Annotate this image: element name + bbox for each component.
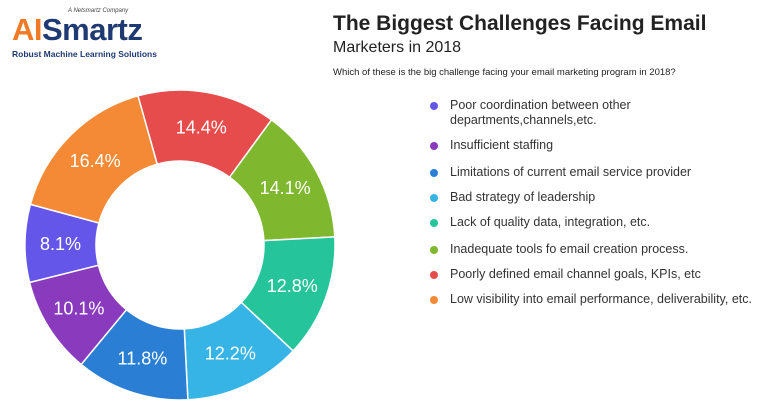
legend-item: Inadequate tools fo email creation proce…	[430, 242, 760, 257]
legend-color-dot	[430, 102, 438, 110]
legend-color-dot	[430, 219, 438, 227]
legend-item: Bad strategy of leadership	[430, 190, 760, 205]
legend-item: Poor coordination between other departme…	[430, 98, 760, 128]
legend-item: Insufficient staffing	[430, 138, 760, 153]
legend-label: Lack of quality data, integration, etc.	[450, 215, 651, 229]
legend-color-dot	[430, 169, 438, 177]
legend-label: Limitations of current email service pro…	[450, 165, 692, 179]
chart-title-line-2: Marketers in 2018	[333, 39, 462, 56]
legend-item: Limitations of current email service pro…	[430, 165, 760, 180]
company-logo: A Netsmartz Company AISmartz Robust Mach…	[10, 6, 160, 62]
slice-value-label: 12.8%	[267, 276, 318, 296]
legend-color-dot	[430, 246, 438, 254]
legend-label: Poorly defined email channel goals, KPIs…	[450, 267, 701, 281]
legend-label: Bad strategy of leadership	[450, 190, 596, 204]
legend-label: Poor coordination between other departme…	[450, 98, 631, 127]
donut-labels: 8.1% 16.4% 14.4% 14.1% 12.8% 12.2% 11.8% 10.1%	[40, 117, 318, 368]
logo-brand-ai: AI	[12, 12, 43, 47]
logo-brand-rest: Smartz	[42, 12, 143, 47]
logo-brand: AISmartz	[12, 12, 143, 48]
slice-value-label: 11.8%	[118, 348, 168, 368]
legend-item: Low visibility into email performance, d…	[430, 292, 760, 307]
legend-label: Inadequate tools fo email creation proce…	[450, 242, 689, 256]
chart-title-line-1: The Biggest Challenges Facing Email	[333, 12, 707, 35]
chart-subtitle: Which of these is the big challenge faci…	[333, 67, 676, 78]
legend-label: Low visibility into email performance, d…	[450, 292, 752, 306]
chart-legend: Poor coordination between other departme…	[430, 98, 760, 307]
slice-value-label: 14.4%	[176, 117, 227, 137]
legend-item: Lack of quality data, integration, etc.	[430, 215, 760, 230]
slice-value-label: 8.1%	[40, 234, 81, 254]
slice-value-label: 14.1%	[260, 178, 311, 198]
slice-value-label: 10.1%	[53, 299, 104, 319]
slice-value-label: 12.2%	[205, 343, 256, 363]
legend-color-dot	[430, 142, 438, 150]
slice-value-label: 16.4%	[70, 151, 121, 171]
donut-slices	[24, 89, 336, 401]
logo-tagline: Robust Machine Learning Solutions	[12, 49, 157, 59]
legend-color-dot	[430, 271, 438, 279]
logo-company-tag: A Netsmartz Company	[68, 8, 129, 14]
donut-slice	[28, 264, 128, 366]
legend-color-dot	[430, 194, 438, 202]
legend-label: Insufficient staffing	[450, 138, 554, 152]
legend-item: Poorly defined email channel goals, KPIs…	[430, 267, 760, 282]
legend-color-dot	[430, 296, 438, 304]
